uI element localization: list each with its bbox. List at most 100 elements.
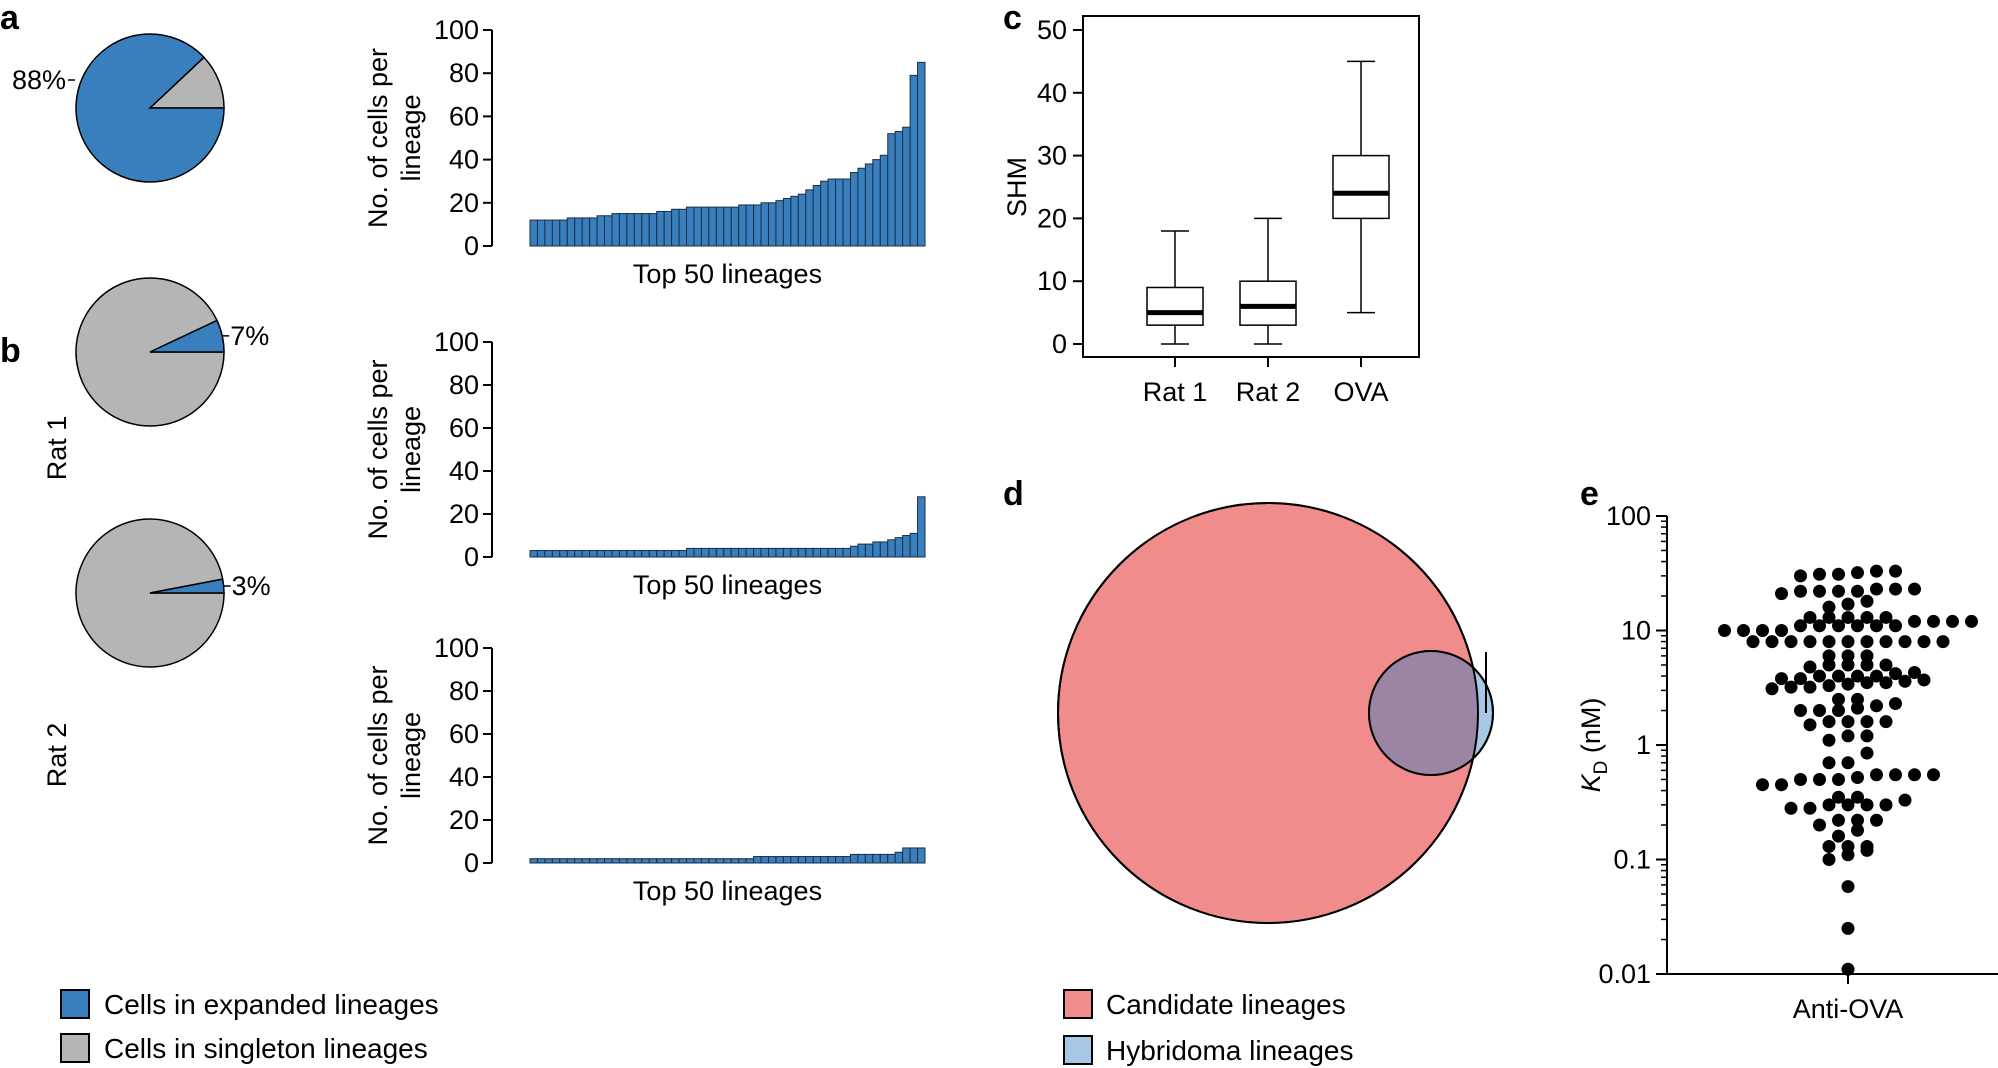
bar: [626, 858, 635, 864]
box-iqr: [1332, 154, 1390, 220]
bar: [656, 858, 665, 864]
scatter-point: [1851, 771, 1864, 785]
scatter-point: [1841, 677, 1855, 691]
bar: [633, 550, 643, 558]
scatter-point: [1822, 658, 1836, 672]
bar: [686, 547, 695, 558]
scatter-point: [1832, 704, 1845, 718]
bar: [715, 858, 725, 864]
scatter-point: [1813, 567, 1826, 581]
bar: [574, 550, 583, 558]
pie-slice-expanded: [149, 319, 225, 353]
bar: [738, 547, 747, 558]
scatter-point: [1879, 798, 1893, 812]
x-tick-label: Anti-OVA: [1793, 994, 1904, 1024]
bar: [760, 547, 769, 558]
scatter-point: [1803, 718, 1817, 732]
bar: [909, 532, 919, 558]
scatter-point: [1746, 635, 1760, 649]
scatter-point: [1841, 962, 1855, 976]
bar: [618, 858, 628, 864]
y-tick-label: 100: [434, 633, 479, 663]
bar: [544, 219, 553, 247]
y-axis-label-line1: No. of cells per: [363, 359, 393, 539]
scatter-point: [1870, 699, 1883, 713]
scatter-point: [1860, 715, 1874, 729]
bar: [723, 858, 732, 864]
bar: [849, 545, 859, 558]
scatter-point: [1889, 667, 1902, 681]
bar: [767, 856, 777, 864]
pie-slice-expanded: [75, 33, 225, 183]
scatter-point: [1832, 790, 1845, 804]
bar: [909, 847, 919, 864]
bar: [656, 550, 665, 558]
scatter-point: [1860, 729, 1874, 743]
scatter-point: [1737, 624, 1750, 637]
scatter-point: [1841, 921, 1855, 935]
legend-right: Candidate lineages Hybridoma lineages: [1063, 989, 1353, 1066]
y-tick-label: 60: [449, 719, 479, 749]
scatter-point: [1794, 772, 1807, 786]
scatter-point: [1841, 715, 1855, 729]
y-tick-label: 100: [434, 15, 479, 45]
scatter-point: [1775, 672, 1788, 686]
scatter-point: [1860, 610, 1874, 624]
bar: [842, 178, 851, 247]
bar: [596, 215, 606, 247]
scatter-point: [1908, 614, 1921, 628]
panel-label-a: a: [0, 0, 20, 37]
bar: [589, 858, 598, 864]
y-tick-label: 60: [449, 101, 479, 131]
scatter-point: [1870, 813, 1883, 827]
bar: [671, 550, 680, 558]
bar: [887, 133, 896, 247]
y-tick-label: 0: [464, 848, 479, 878]
bar: [872, 541, 881, 558]
bar: [887, 853, 896, 864]
bar: [536, 858, 546, 864]
scatter-point: [1860, 658, 1874, 672]
bar: [559, 858, 568, 864]
bar: [887, 539, 896, 558]
bar: [849, 172, 859, 247]
scatter-point: [1822, 715, 1836, 729]
bar: [767, 547, 777, 558]
bar: [559, 550, 568, 558]
scatter-plot-e: 0.01 0.1 1 10 100 KD (nM) Anti-OVA: [1576, 501, 1998, 1024]
scatter-point: [1841, 649, 1855, 663]
scatter-point: [1765, 635, 1779, 649]
bar: [574, 217, 583, 247]
bar: [857, 853, 866, 864]
scatter-point: [1803, 610, 1817, 624]
scatter-point: [1822, 798, 1836, 812]
scatter-point: [1813, 704, 1826, 718]
bar: [574, 858, 583, 864]
y-tick-label: 80: [449, 58, 479, 88]
venn-overlap-region: [1369, 651, 1478, 775]
y-tick-label: 40: [449, 762, 479, 792]
scatter-point: [1917, 635, 1931, 649]
pie-label-expanded: 7%: [230, 321, 269, 351]
scatter-point: [1841, 635, 1855, 649]
bar: [730, 206, 740, 247]
scatter-point: [1822, 733, 1836, 747]
bar: [872, 159, 881, 247]
bar: [678, 858, 688, 864]
scatter-point: [1946, 614, 1959, 628]
bar: [604, 215, 613, 247]
bar: [671, 858, 680, 864]
y-tick-label: 50: [1037, 15, 1067, 45]
bar: [581, 217, 591, 247]
bar: [902, 847, 911, 864]
bar: [894, 131, 904, 247]
legend-swatch-singleton: [60, 1033, 90, 1063]
scatter-point: [1860, 798, 1874, 812]
y-tick-label: 10: [1621, 616, 1651, 646]
bar: [641, 858, 650, 864]
bar: [790, 856, 799, 864]
scatter-point: [1917, 673, 1931, 687]
scatter-point: [1870, 619, 1883, 633]
bar: [775, 856, 784, 864]
bar: [730, 858, 740, 864]
